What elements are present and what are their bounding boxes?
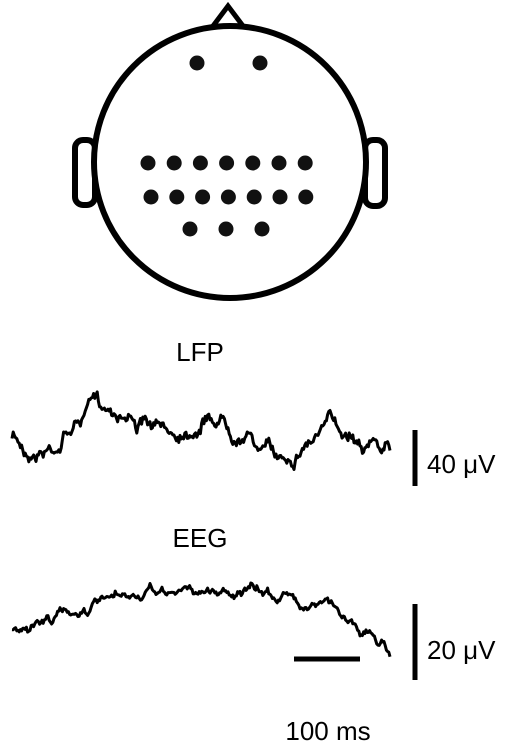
electrode	[271, 155, 287, 171]
electrode	[272, 189, 288, 205]
electrode	[218, 221, 234, 237]
lfp-label: LFP	[176, 337, 224, 367]
lfp-trace	[10, 390, 392, 471]
electrode	[189, 55, 205, 71]
electrode	[245, 155, 261, 171]
electrode	[182, 221, 198, 237]
electrode	[195, 189, 211, 205]
electrode	[246, 189, 262, 205]
electrode	[143, 189, 159, 205]
electrode	[192, 155, 208, 171]
electrode	[166, 155, 182, 171]
electrode	[252, 55, 268, 71]
electrode	[219, 155, 235, 171]
time-scale-label: 100 ms	[285, 716, 370, 746]
head-diagram	[72, 1, 388, 301]
electrodes	[140, 55, 314, 237]
electrode	[298, 189, 314, 205]
electrode	[297, 155, 313, 171]
electrode	[220, 189, 236, 205]
eeg-scale-label: 20 μV	[427, 635, 496, 665]
eeg-trace	[11, 581, 392, 658]
electrode	[140, 155, 156, 171]
electrode	[254, 221, 270, 237]
electrode	[169, 189, 185, 205]
nose	[208, 1, 248, 29]
lfp-scale-label: 40 μV	[427, 449, 496, 479]
eeg-label: EEG	[173, 523, 228, 553]
